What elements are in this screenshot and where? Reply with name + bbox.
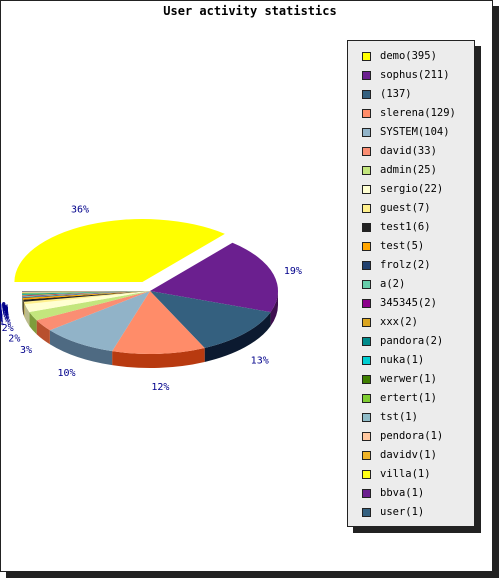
legend-label: test(5) xyxy=(380,240,424,253)
pie-percent-label: 36% xyxy=(71,205,89,216)
legend-swatch xyxy=(362,470,371,479)
legend-swatch xyxy=(362,280,371,289)
legend-label: demo(395) xyxy=(380,50,437,63)
legend-label: bbva(1) xyxy=(380,487,424,500)
legend-swatch xyxy=(362,185,371,194)
legend-label: test1(6) xyxy=(380,221,431,234)
legend-label: nuka(1) xyxy=(380,354,424,367)
pie-slice-side xyxy=(24,302,25,318)
pie-percent-label: 12% xyxy=(151,382,169,393)
legend-swatch xyxy=(362,109,371,118)
legend-label: sophus(211) xyxy=(380,69,450,82)
legend-swatch xyxy=(362,166,371,175)
legend-label: xxx(2) xyxy=(380,316,418,329)
legend-label: werwer(1) xyxy=(380,373,437,386)
legend-label: davidv(1) xyxy=(380,449,437,462)
legend-swatch xyxy=(362,261,371,270)
legend-swatch xyxy=(362,413,371,422)
pie-percent-label: 0% xyxy=(0,301,8,312)
legend-label: admin(25) xyxy=(380,164,437,177)
legend-swatch xyxy=(362,242,371,251)
legend-swatch xyxy=(362,147,371,156)
legend-label: villa(1) xyxy=(380,468,431,481)
legend-label: slerena(129) xyxy=(380,107,456,120)
legend-swatch xyxy=(362,90,371,99)
legend-swatch xyxy=(362,375,371,384)
legend-label: SYSTEM(104) xyxy=(380,126,450,139)
legend-label: frolz(2) xyxy=(380,259,431,272)
pie-percent-label: 3% xyxy=(20,345,32,356)
legend-swatch xyxy=(362,71,371,80)
legend-swatch xyxy=(362,223,371,232)
legend-label: guest(7) xyxy=(380,202,431,215)
pie-percent-label: 2% xyxy=(8,333,20,344)
pie-slice-side xyxy=(23,300,24,316)
legend-label: pendora(1) xyxy=(380,430,443,443)
legend-label: pandora(2) xyxy=(380,335,443,348)
legend-swatch xyxy=(362,356,371,365)
legend-label: (137) xyxy=(380,88,412,101)
legend-label: ertert(1) xyxy=(380,392,437,405)
legend-swatch xyxy=(362,508,371,517)
legend-swatch xyxy=(362,318,371,327)
legend-swatch xyxy=(362,489,371,498)
legend-label: user(1) xyxy=(380,506,424,519)
legend-label: david(33) xyxy=(380,145,437,158)
legend-label: 345345(2) xyxy=(380,297,437,310)
legend-label: a(2) xyxy=(380,278,405,291)
legend: demo(395) sophus(211) (137) slerena(129) SYS… xyxy=(347,40,475,527)
pie-percent-label: 13% xyxy=(251,355,269,366)
pie-percent-label: 10% xyxy=(57,368,75,379)
pie-percent-label: 19% xyxy=(284,266,302,277)
legend-swatch xyxy=(362,204,371,213)
legend-swatch xyxy=(362,128,371,137)
legend-swatch xyxy=(362,394,371,403)
legend-label: sergio(22) xyxy=(380,183,443,196)
legend-swatch xyxy=(362,432,371,441)
legend-label: tst(1) xyxy=(380,411,418,424)
legend-swatch xyxy=(362,299,371,308)
legend-swatch xyxy=(362,52,371,61)
legend-swatch xyxy=(362,451,371,460)
legend-swatch xyxy=(362,337,371,346)
